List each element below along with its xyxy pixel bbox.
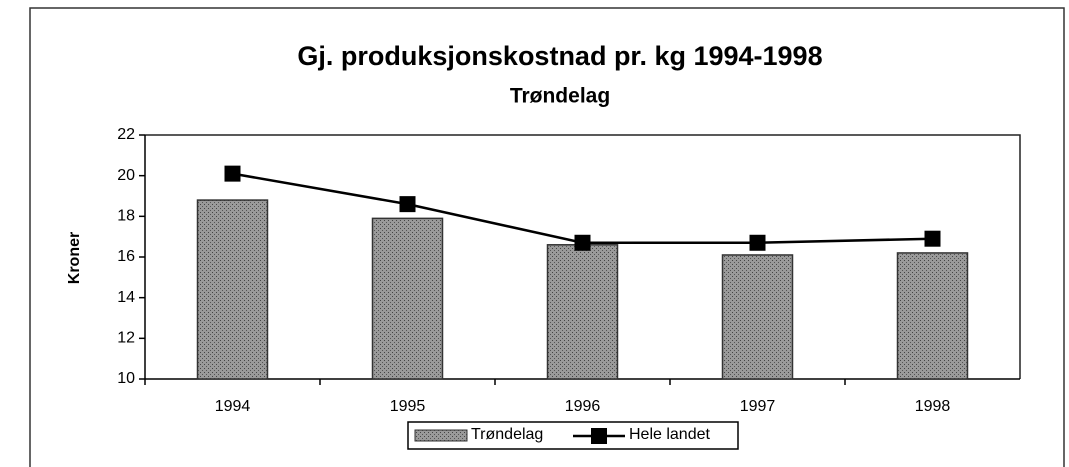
y-tick-label: 22 xyxy=(117,126,135,143)
chart-title: Gj. produksjonskostnad pr. kg 1994-1998 xyxy=(297,41,822,71)
marker xyxy=(399,196,416,213)
chart-subtitle: Trøndelag xyxy=(510,85,610,108)
bar xyxy=(371,217,444,380)
y-tick-label: 14 xyxy=(117,289,135,306)
x-tick-label: 1996 xyxy=(565,398,601,415)
plot-frame xyxy=(145,134,1021,379)
x-tick-label: 1998 xyxy=(915,398,951,415)
y-axis-label: Kroner xyxy=(66,232,83,284)
y-tick-label: 20 xyxy=(117,167,135,184)
y-tick-label: 16 xyxy=(117,248,135,265)
x-tick-label: 1995 xyxy=(390,398,426,415)
legend-swatch xyxy=(414,429,468,442)
y-tick-label: 10 xyxy=(117,370,135,387)
legend-label: Trøndelag xyxy=(471,426,543,443)
marker xyxy=(749,234,766,251)
x-tick-label: 1994 xyxy=(215,398,251,415)
marker xyxy=(224,165,241,182)
marker xyxy=(924,230,941,247)
bar xyxy=(546,244,619,380)
marker xyxy=(574,234,591,251)
x-tick-label: 1997 xyxy=(740,398,776,415)
frame xyxy=(29,7,1065,467)
line xyxy=(232,172,933,245)
bar xyxy=(896,252,969,380)
legend-label: Hele landet xyxy=(629,426,711,443)
legend-swatch xyxy=(591,428,607,444)
bar xyxy=(721,254,794,380)
y-tick-label: 18 xyxy=(117,208,135,225)
bar xyxy=(196,199,269,380)
y-tick-label: 12 xyxy=(117,330,135,347)
